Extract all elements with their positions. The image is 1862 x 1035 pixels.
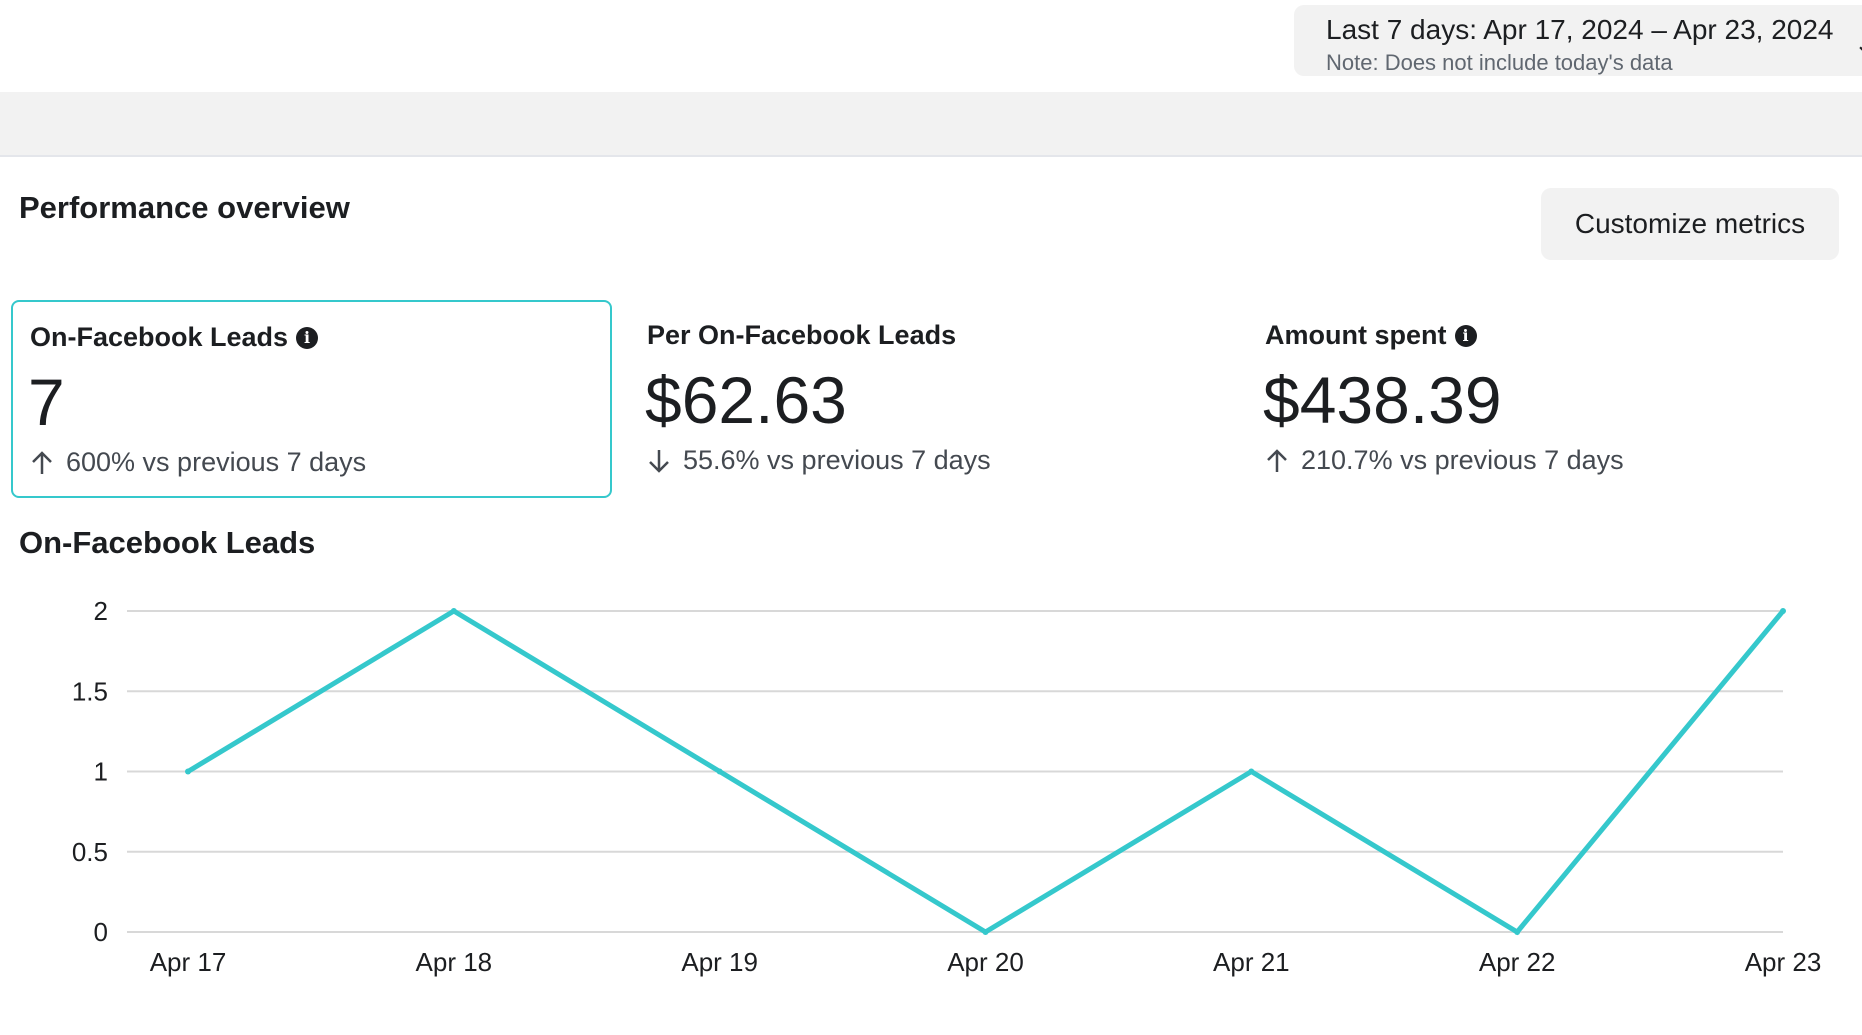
customize-metrics-button[interactable]: Customize metrics <box>1541 188 1839 260</box>
chart-grid <box>127 610 1783 933</box>
arrow-up-icon <box>32 450 52 474</box>
data-point[interactable] <box>1248 768 1255 775</box>
chevron-down-icon: ⌄ <box>1854 29 1862 60</box>
data-point[interactable] <box>185 768 191 775</box>
metric-card-per-on-facebook-leads[interactable]: Per On-Facebook Leads $62.63 55.6% vs pr… <box>630 300 1230 498</box>
data-point[interactable] <box>1780 608 1786 614</box>
y-tick-label: 1.5 <box>72 676 108 706</box>
x-tick-label: Apr 19 <box>681 947 758 977</box>
x-tick-label: Apr 20 <box>947 947 1024 977</box>
date-range-picker[interactable]: Last 7 days: Apr 17, 2024 – Apr 23, 2024… <box>1294 5 1862 76</box>
data-point[interactable] <box>716 768 723 775</box>
metric-delta: 210.7% vs previous 7 days <box>1265 445 1624 476</box>
x-axis-ticks: Apr 17 Apr 18 Apr 19 Apr 20 Apr 21 Apr 22 Apr … <box>150 947 1822 977</box>
y-tick-label: 0 <box>94 917 108 947</box>
metric-delta: 55.6% vs previous 7 days <box>647 445 991 476</box>
data-point[interactable] <box>450 608 457 614</box>
metric-card-amount-spent[interactable]: Amount spent i $438.39 210.7% vs previou… <box>1248 300 1848 498</box>
metric-delta-text: 600% vs previous 7 days <box>66 447 367 477</box>
x-tick-label: Apr 22 <box>1479 947 1556 977</box>
arrow-down-icon <box>649 449 669 473</box>
metric-value: $62.63 <box>645 363 847 437</box>
chart-series <box>185 608 1786 936</box>
y-tick-label: 0.5 <box>72 837 108 867</box>
date-range-note: Note: Does not include today's data <box>1326 50 1673 75</box>
y-tick-label: 1 <box>94 757 108 787</box>
metric-value: $438.39 <box>1263 363 1502 437</box>
chart-title: On-Facebook Leads <box>19 525 316 560</box>
section-title: Performance overview <box>19 190 350 225</box>
metric-label-wrap: On-Facebook Leads i <box>30 322 319 353</box>
x-tick-label: Apr 17 <box>150 947 227 977</box>
metric-delta: 600% vs previous 7 days <box>30 447 366 478</box>
metric-label: Amount spent <box>1265 320 1447 350</box>
metric-card-on-facebook-leads[interactable]: On-Facebook Leads i 7 600% vs previous 7… <box>11 300 612 498</box>
toolbar-band <box>0 92 1862 157</box>
date-range-label: Last 7 days: Apr 17, 2024 – Apr 23, 2024 <box>1326 14 1834 45</box>
metric-label: Per On-Facebook Leads <box>647 320 957 350</box>
metric-label-wrap: Per On-Facebook Leads <box>647 320 956 351</box>
x-tick-label: Apr 23 <box>1745 947 1822 977</box>
x-tick-label: Apr 18 <box>416 947 493 977</box>
x-tick-label: Apr 21 <box>1213 947 1290 977</box>
arrow-up-icon <box>1267 448 1287 472</box>
metric-label: On-Facebook Leads <box>30 322 289 352</box>
y-tick-label: 2 <box>94 596 108 626</box>
y-axis-ticks: 0 0.5 1 1.5 2 <box>72 596 108 947</box>
metric-delta-text: 210.7% vs previous 7 days <box>1301 445 1624 475</box>
data-point[interactable] <box>982 929 989 935</box>
metric-value: 7 <box>28 365 65 439</box>
data-point[interactable] <box>1514 929 1521 935</box>
info-icon[interactable]: i <box>1454 324 1477 347</box>
leads-line-chart: 0 0.5 1 1.5 2 Apr 17 Apr 18 Apr 19 Apr 20 Apr 21… <box>72 596 1822 977</box>
info-icon[interactable]: i <box>296 326 319 349</box>
metric-label-wrap: Amount spent i <box>1265 320 1477 351</box>
metric-delta-text: 55.6% vs previous 7 days <box>683 445 991 475</box>
